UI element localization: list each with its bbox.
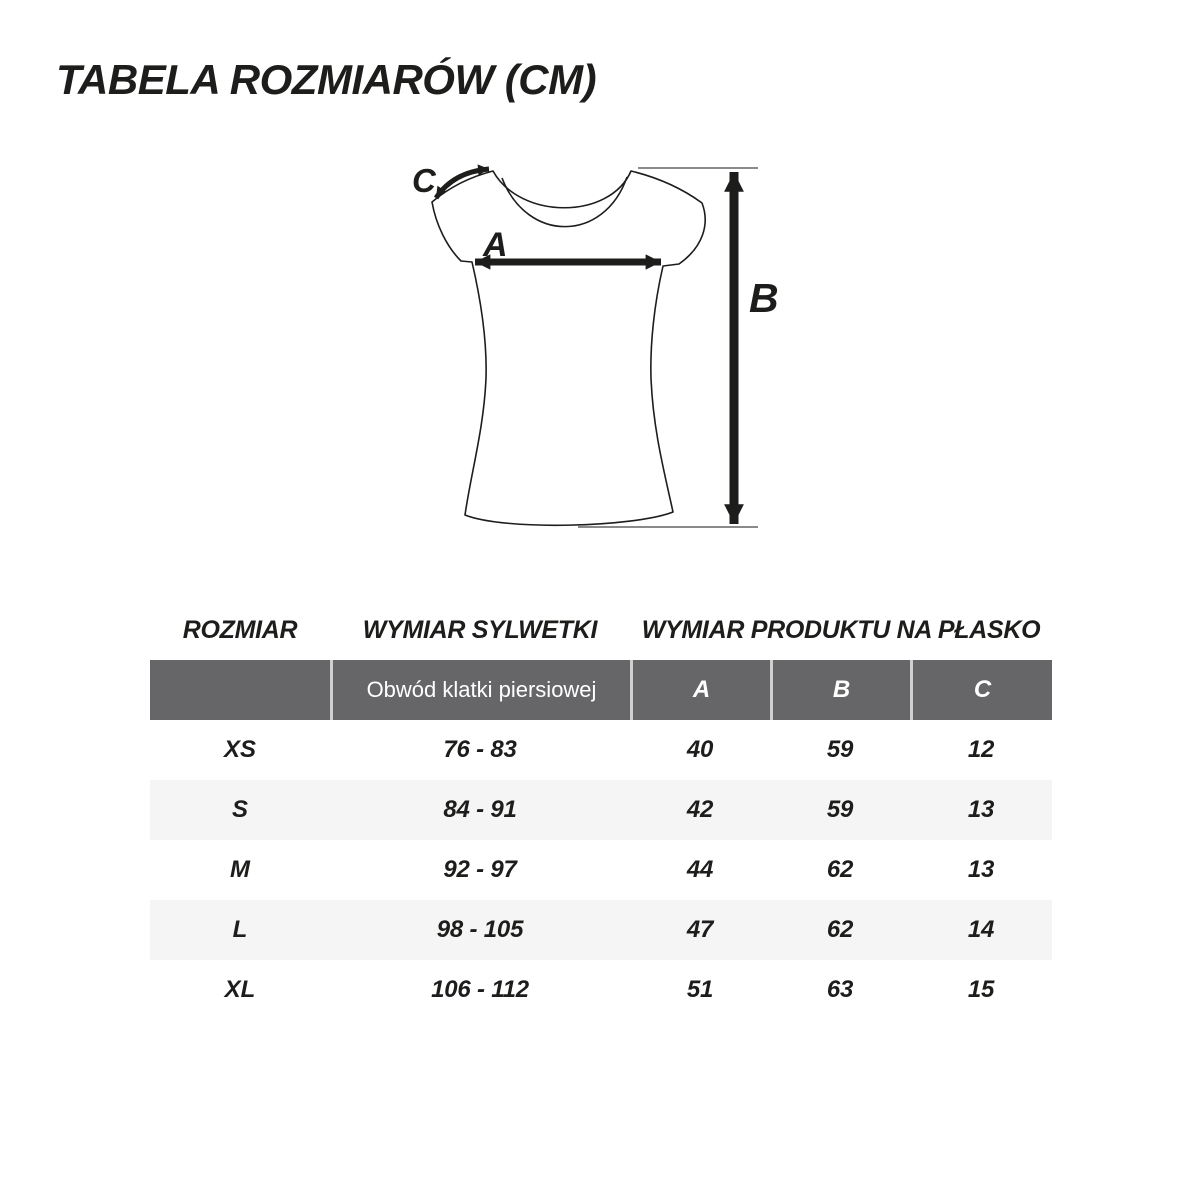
value-a: 42: [686, 796, 714, 823]
value-c: 13: [967, 856, 995, 883]
measurement-label-a: A: [482, 226, 508, 264]
chest-range: 84 - 91: [443, 796, 517, 823]
group-header-wymiar-produktu: WYMIAR PRODUKTU NA PŁASKO: [641, 615, 1041, 644]
page-title: TABELA ROZMIARÓW (CM): [56, 56, 597, 103]
value-b: 62: [826, 916, 854, 943]
table-row-xl: XL 106 - 112 51 63 15: [150, 960, 1052, 1020]
value-c: 12: [967, 736, 995, 763]
size-label: XS: [223, 736, 256, 763]
chest-range: 76 - 83: [443, 736, 517, 763]
size-label: M: [230, 856, 250, 883]
table-row-s: S 84 - 91 42 59 13: [150, 780, 1052, 840]
tshirt-measurement-diagram: C A B: [380, 140, 820, 570]
subheader-col-a: A: [630, 660, 770, 720]
value-a: 51: [686, 976, 714, 1003]
value-a: 40: [686, 736, 714, 763]
measurement-label-b: B: [749, 275, 779, 321]
measure-guide-lines: [578, 167, 758, 528]
subheader-col-c: C: [910, 660, 1052, 720]
group-header-rozmiar: ROZMIAR: [182, 615, 298, 644]
size-label: L: [232, 916, 248, 943]
value-b: 62: [826, 856, 854, 883]
table-group-headers: ROZMIAR WYMIAR SYLWETKI WYMIAR PRODUKTU …: [150, 615, 1052, 645]
chest-range: 98 - 105: [436, 916, 524, 943]
measurement-label-c: C: [412, 162, 437, 199]
size-label: XL: [224, 976, 256, 1003]
value-c: 15: [967, 976, 995, 1003]
tshirt-outline-icon: [431, 170, 706, 527]
value-a: 44: [686, 856, 714, 883]
subheader-col-b: B: [770, 660, 910, 720]
size-table: ROZMIAR WYMIAR SYLWETKI WYMIAR PRODUKTU …: [150, 615, 1052, 1020]
measurement-arrows: [433, 164, 744, 524]
value-c: 13: [967, 796, 995, 823]
chest-range: 92 - 97: [443, 856, 517, 883]
table-subheader-row: Obwód klatki piersiowej A B C: [150, 660, 1052, 720]
size-label: S: [231, 796, 248, 823]
table-row-xs: XS 76 - 83 40 59 12: [150, 720, 1052, 780]
table-row-m: M 92 - 97 44 62 13: [150, 840, 1052, 900]
subheader-chest-label: Obwód klatki piersiowej: [330, 660, 630, 720]
arrow-c: [433, 164, 490, 200]
value-c: 14: [967, 916, 995, 943]
subheader-empty-cell: [150, 660, 330, 720]
chest-range: 106 - 112: [431, 976, 529, 1003]
group-header-wymiar-sylwetki: WYMIAR SYLWETKI: [362, 615, 598, 644]
value-b: 63: [826, 976, 854, 1003]
value-b: 59: [826, 736, 854, 763]
table-row-l: L 98 - 105 47 62 14: [150, 900, 1052, 960]
value-a: 47: [686, 916, 714, 943]
value-b: 59: [826, 796, 854, 823]
